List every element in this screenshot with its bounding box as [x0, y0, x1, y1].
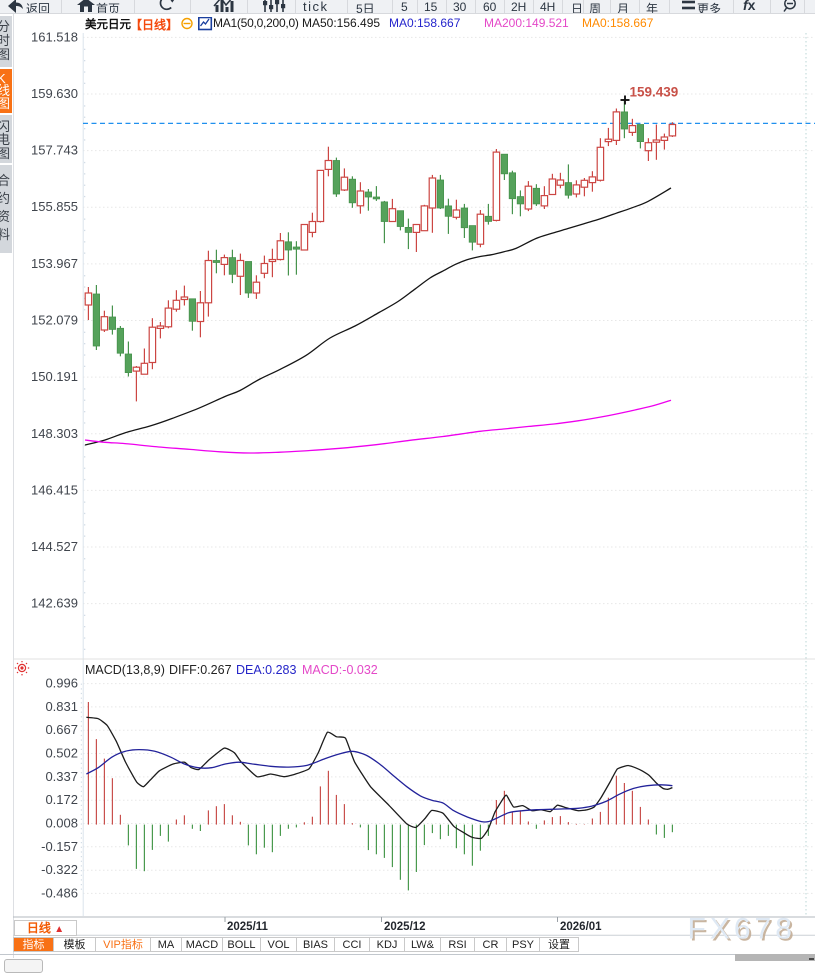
svg-text:0.502: 0.502 [45, 746, 78, 761]
svg-text:148.303: 148.303 [31, 426, 78, 441]
svg-text:161.518: 161.518 [31, 29, 78, 44]
svg-text:146.415: 146.415 [31, 482, 78, 497]
svg-text:2025/12: 2025/12 [384, 921, 426, 933]
svg-text:142.639: 142.639 [31, 596, 78, 611]
svg-text:FX678: FX678 [688, 913, 796, 946]
svg-text:0.172: 0.172 [45, 792, 78, 807]
svg-text:159.439: 159.439 [630, 85, 679, 100]
svg-text:155.855: 155.855 [31, 199, 78, 214]
svg-text:0.996: 0.996 [45, 676, 78, 691]
svg-text:0.337: 0.337 [45, 769, 78, 784]
svg-text:-0.157: -0.157 [41, 839, 78, 854]
svg-text:0.008: 0.008 [45, 816, 78, 831]
svg-text:-0.322: -0.322 [41, 862, 78, 877]
svg-text:144.527: 144.527 [31, 539, 78, 554]
svg-text:MACD:-0.032: MACD:-0.032 [302, 663, 378, 677]
svg-text:-0.486: -0.486 [41, 885, 78, 900]
svg-text:0.831: 0.831 [45, 699, 78, 714]
svg-text:152.079: 152.079 [31, 313, 78, 328]
svg-text:157.743: 157.743 [31, 143, 78, 158]
svg-text:159.630: 159.630 [31, 86, 78, 101]
svg-text:0.667: 0.667 [45, 722, 78, 737]
svg-text:150.191: 150.191 [31, 369, 78, 384]
svg-text:2025/11: 2025/11 [227, 921, 269, 933]
svg-text:DEA:0.283: DEA:0.283 [236, 663, 297, 677]
svg-text:MACD(13,8,9): MACD(13,8,9) [85, 663, 165, 677]
svg-text:153.967: 153.967 [31, 256, 78, 271]
svg-text:DIFF:0.267: DIFF:0.267 [169, 663, 232, 677]
svg-text:2026/01: 2026/01 [560, 921, 602, 933]
svg-text:FX678: FX678 [690, 915, 798, 948]
